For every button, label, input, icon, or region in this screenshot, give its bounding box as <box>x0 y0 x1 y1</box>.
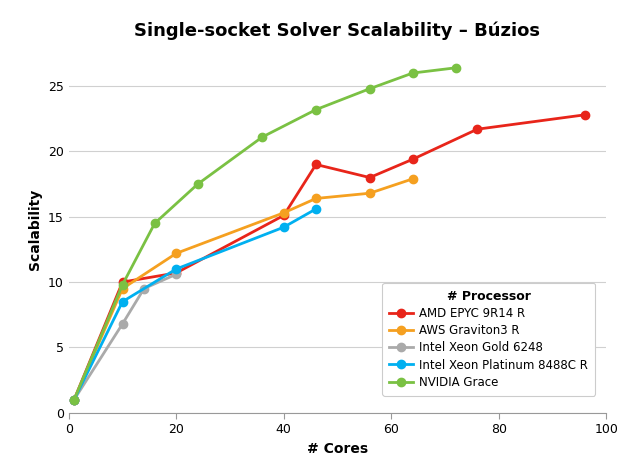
Legend: AMD EPYC 9R14 R, AWS Graviton3 R, Intel Xeon Gold 6248, Intel Xeon Platinum 8488: AMD EPYC 9R14 R, AWS Graviton3 R, Intel … <box>382 283 595 396</box>
Y-axis label: Scalability: Scalability <box>29 189 42 271</box>
Title: Single-socket Solver Scalability – Búzios: Single-socket Solver Scalability – Búzio… <box>134 21 541 40</box>
X-axis label: # Cores: # Cores <box>307 442 368 456</box>
